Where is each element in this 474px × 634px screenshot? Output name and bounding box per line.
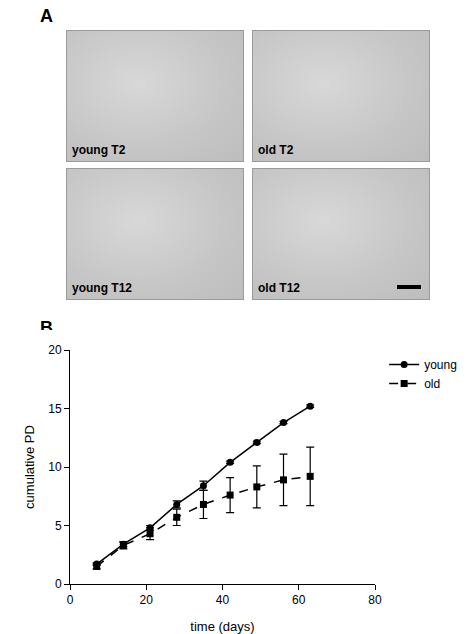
html-text:old T2: old T2 <box>258 143 294 157</box>
html-text:young T2: young T2 <box>72 143 126 157</box>
svg-text:old: old <box>424 377 440 391</box>
svg-text:20: 20 <box>140 593 154 607</box>
svg-text:time (days): time (days) <box>190 619 254 634</box>
svg-text:0: 0 <box>67 593 74 607</box>
svg-text:5: 5 <box>55 519 62 533</box>
svg-text:60: 60 <box>292 593 306 607</box>
svg-text:10: 10 <box>48 460 62 474</box>
svg-text:40: 40 <box>216 593 230 607</box>
html-text:A: A <box>40 6 53 26</box>
svg-text:young: young <box>424 358 457 372</box>
svg-text:20: 20 <box>48 343 62 357</box>
html-text:young T12: young T12 <box>72 281 132 295</box>
svg-text:cumulative PD: cumulative PD <box>22 425 37 509</box>
html-text:old T12: old T12 <box>258 281 300 295</box>
svg-text:15: 15 <box>48 402 62 416</box>
svg-text:80: 80 <box>368 593 382 607</box>
svg-text:0: 0 <box>55 577 62 591</box>
html-text:B: B <box>40 318 53 338</box>
